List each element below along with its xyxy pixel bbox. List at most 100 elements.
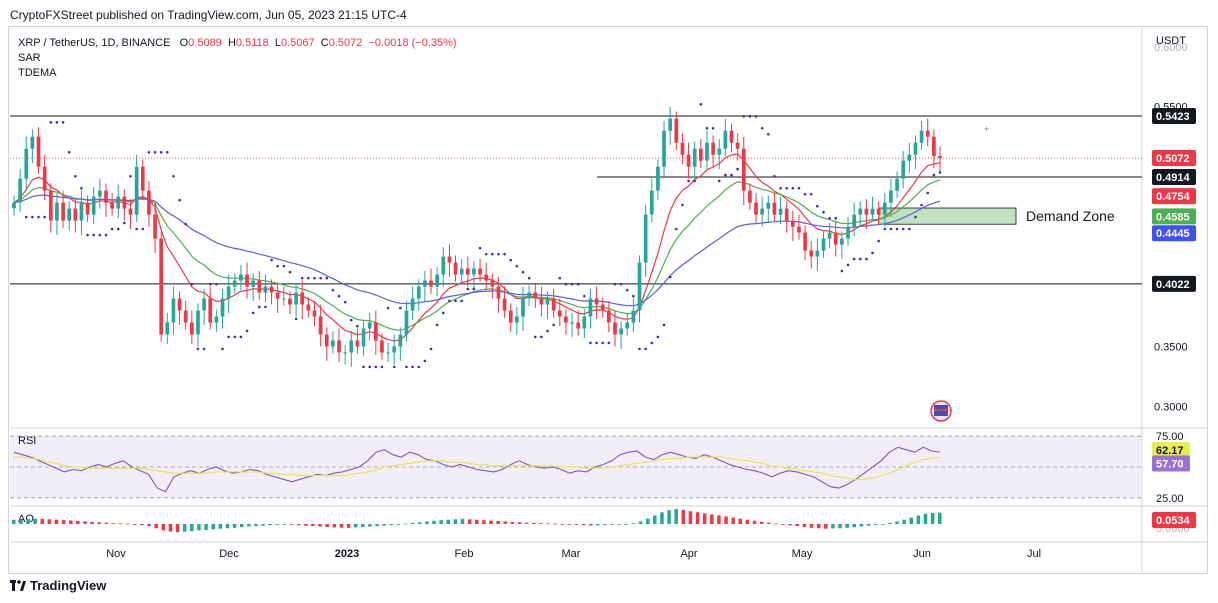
candle-body bbox=[625, 322, 630, 329]
open-label: O bbox=[179, 37, 189, 49]
rsi-pane-title: RSI bbox=[18, 435, 36, 447]
candle-body bbox=[631, 310, 636, 323]
time-axis-tick: Mar bbox=[562, 548, 581, 560]
ao-histogram-bar bbox=[154, 524, 158, 529]
ao-value-label-bg bbox=[1152, 512, 1196, 528]
sar-dot bbox=[104, 233, 108, 237]
candle-body bbox=[220, 298, 225, 317]
ma-red-line bbox=[13, 153, 941, 342]
candle-body bbox=[337, 340, 341, 353]
time-axis-tick: 2023 bbox=[335, 548, 359, 560]
sar-dot bbox=[257, 305, 261, 309]
candle-body bbox=[901, 160, 906, 179]
candle-body bbox=[717, 148, 722, 155]
candle-body bbox=[478, 268, 482, 275]
ao-histogram-bar bbox=[510, 521, 515, 524]
low-value: 0.5067 bbox=[280, 37, 315, 49]
rsi-value-label: 57.70 bbox=[1156, 459, 1184, 471]
ao-histogram-bar bbox=[774, 523, 778, 525]
ao-histogram-bar bbox=[289, 524, 294, 525]
candle-body bbox=[416, 286, 421, 299]
candle-body bbox=[545, 298, 550, 305]
ao-histogram-bar bbox=[410, 522, 415, 524]
ao-histogram-bar bbox=[19, 519, 23, 524]
candle-body bbox=[380, 340, 384, 353]
ao-histogram-bar bbox=[446, 519, 451, 524]
candle-body bbox=[18, 178, 22, 203]
ao-histogram-bar bbox=[26, 518, 30, 524]
ao-histogram-bar bbox=[667, 510, 671, 524]
sar-dot bbox=[331, 288, 335, 292]
candle-body bbox=[48, 190, 53, 221]
ao-histogram-bar bbox=[596, 524, 600, 526]
candle-body bbox=[840, 238, 844, 245]
high-value: 0.5118 bbox=[235, 37, 269, 49]
sar-dot bbox=[797, 186, 801, 190]
candle-body bbox=[269, 286, 274, 293]
ao-histogram-bar bbox=[710, 514, 714, 524]
candle-body bbox=[533, 292, 538, 299]
indicator-tdema-label[interactable]: TDEMA bbox=[18, 67, 57, 79]
ao-histogram-bar bbox=[197, 524, 201, 531]
ao-histogram-bar bbox=[759, 521, 764, 524]
sar-dot bbox=[31, 215, 34, 219]
sar-dot bbox=[748, 115, 752, 118]
indicator-sar-label[interactable]: SAR bbox=[18, 52, 41, 64]
candle-body bbox=[12, 202, 16, 209]
ao-histogram-bar bbox=[638, 521, 643, 524]
candle-body bbox=[367, 322, 372, 329]
sar-dot bbox=[619, 282, 623, 286]
time-axis-tick: Apr bbox=[680, 548, 697, 560]
sar-dot bbox=[343, 300, 347, 304]
sar-dot bbox=[392, 365, 396, 369]
ao-histogram-bar bbox=[909, 517, 914, 524]
candle-body bbox=[686, 154, 691, 167]
sar-dot bbox=[515, 264, 519, 268]
candle-body bbox=[637, 262, 642, 311]
sar-dot bbox=[877, 239, 880, 243]
ao-histogram-bar bbox=[467, 519, 472, 524]
candle-body bbox=[165, 322, 170, 335]
ma-price-label: 0.4585 bbox=[1156, 211, 1190, 223]
ao-histogram-bar bbox=[311, 524, 315, 527]
ao-histogram-bar bbox=[745, 519, 750, 524]
candle-body bbox=[564, 316, 568, 323]
candle-body bbox=[668, 118, 673, 131]
time-axis-tick: Nov bbox=[106, 548, 126, 560]
candle-body bbox=[919, 130, 924, 143]
sar-dot bbox=[926, 191, 930, 195]
sar-dot bbox=[399, 306, 402, 310]
candle-body bbox=[864, 208, 869, 215]
sar-dot bbox=[251, 311, 255, 315]
sar-dot bbox=[760, 127, 764, 130]
ao-histogram-bar bbox=[631, 523, 636, 524]
time-axis-tick: May bbox=[792, 548, 813, 560]
demand-zone-label: Demand Zone bbox=[1026, 208, 1115, 224]
ao-histogram-bar bbox=[489, 520, 493, 524]
sar-dot bbox=[828, 216, 831, 220]
candle-body bbox=[294, 292, 298, 305]
ao-histogram-bar bbox=[695, 512, 700, 524]
candle-body bbox=[392, 346, 397, 353]
sar-dot bbox=[809, 192, 813, 196]
candle-body bbox=[355, 340, 360, 347]
ao-histogram-bar bbox=[460, 518, 465, 524]
ao-histogram-bar bbox=[588, 524, 593, 526]
sar-dot bbox=[159, 150, 163, 154]
ao-histogram-bar bbox=[816, 524, 821, 529]
sar-dot bbox=[693, 179, 697, 183]
ao-histogram-bar bbox=[375, 524, 379, 527]
candle-body bbox=[36, 136, 41, 167]
price-axis-tick: 0.3000 bbox=[1154, 401, 1188, 413]
candle-body bbox=[386, 352, 390, 354]
sar-dot bbox=[546, 329, 549, 333]
ao-histogram-bar bbox=[282, 524, 287, 525]
ao-histogram-bar bbox=[118, 523, 123, 525]
sar-dot bbox=[307, 276, 310, 280]
ao-histogram-bar bbox=[389, 524, 394, 526]
symbol-title[interactable]: XRP / TetherUS, 1D, BINANCE bbox=[18, 37, 171, 49]
sar-dot bbox=[901, 227, 905, 231]
candle-body bbox=[61, 202, 65, 221]
ao-histogram-bar bbox=[809, 524, 814, 528]
